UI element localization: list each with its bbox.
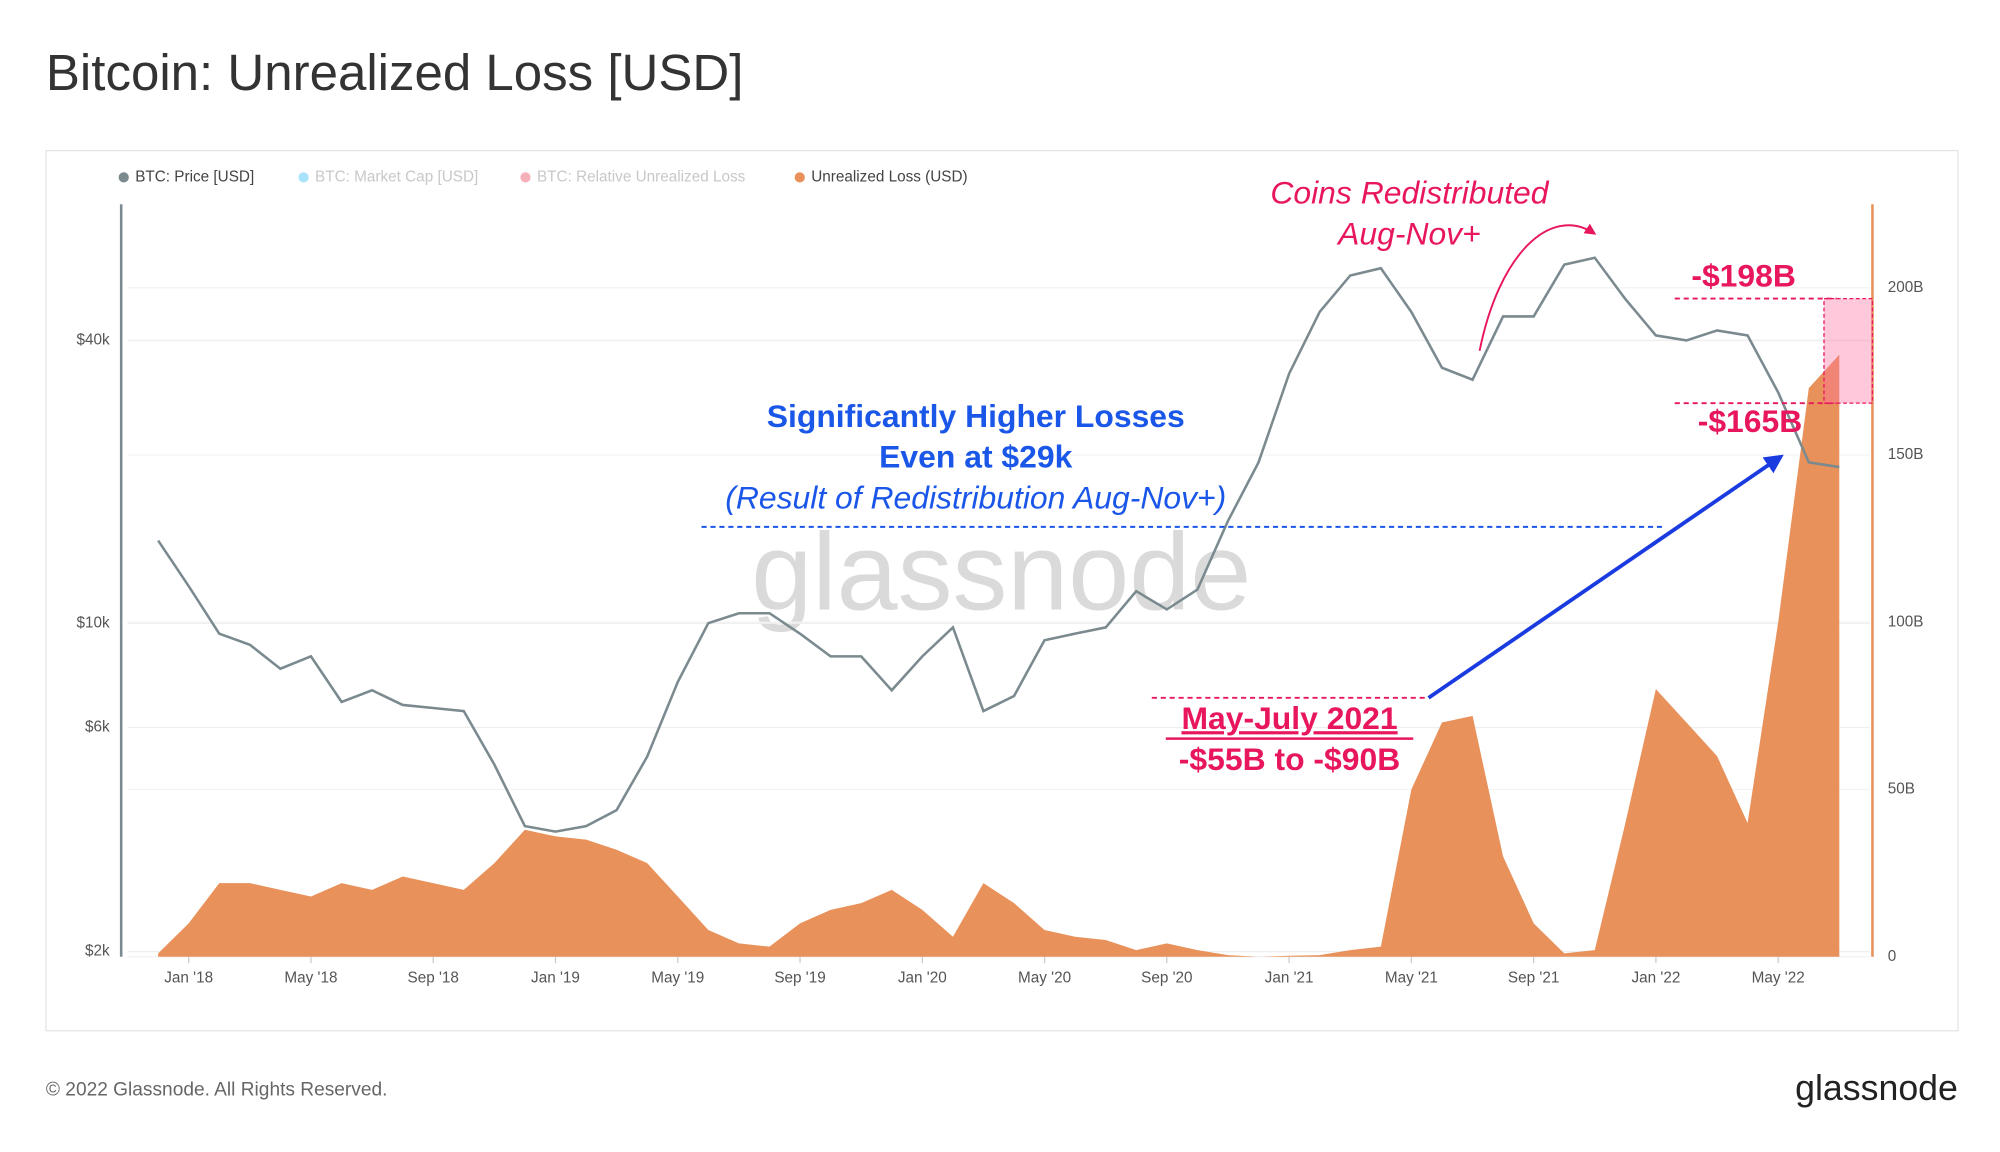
area	[158, 354, 1840, 957]
y2-tick-label: 150B	[1888, 446, 1924, 463]
x-tick-label: Sep '21	[1508, 969, 1559, 986]
x-tick-label: Sep '18	[408, 969, 459, 986]
x-tick-label: May '21	[1385, 969, 1438, 986]
footer: © 2022 Glassnode. All Rights Reserved.	[46, 1080, 388, 1101]
x-tick-label: Jan '18	[164, 969, 213, 986]
x-tick-label: May '22	[1752, 969, 1805, 986]
x-tick-label: Jan '21	[1265, 969, 1314, 986]
y-tick-label: $2k	[85, 943, 110, 960]
legend-label: BTC: Market Cap [USD]	[315, 168, 478, 185]
annotations: Coins Redistributed Aug-Nov+ -$198B -$16…	[701, 175, 1874, 777]
page-title: Bitcoin: Unrealized Loss [USD]	[46, 44, 744, 101]
x-tick-label: Sep '19	[774, 969, 825, 986]
y-tick-label: $10k	[77, 614, 111, 631]
legend-dot	[298, 172, 309, 183]
legend-label: BTC: Relative Unrealized Loss	[537, 168, 746, 185]
plot-area: $2k $6k $10k $40k 0 50B 100B 150B 200B Jan '18 May…	[77, 204, 1924, 986]
legend-label: Unrealized Loss (USD)	[811, 168, 967, 185]
watermark: glassnode	[751, 511, 1251, 633]
y-tick-label: $40k	[77, 331, 111, 348]
x-tick-label: Jan '22	[1631, 969, 1680, 986]
annotation: (Result of Redistribution Aug-Nov+)	[725, 480, 1226, 516]
y2-tick-label: 100B	[1888, 613, 1924, 630]
legend-dot	[520, 172, 531, 183]
annotation: Coins Redistributed	[1270, 175, 1549, 211]
y-tick-label: $6k	[85, 718, 110, 735]
annotation: -$198B	[1691, 258, 1796, 294]
arrow	[1427, 454, 1784, 700]
line	[157, 256, 1840, 833]
annotation: -$55B to -$90B	[1179, 741, 1400, 777]
highlight-box	[1823, 297, 1874, 404]
y2-tick-label: 0	[1888, 948, 1897, 965]
annotation: Even at $29k	[879, 439, 1072, 475]
x-tick-label: May '20	[1018, 969, 1071, 986]
annotation: -$165B	[1698, 403, 1803, 439]
legend-dot	[118, 172, 129, 183]
annotation: Aug-Nov+	[1336, 215, 1481, 251]
x-tick-label: Jan '19	[531, 969, 580, 986]
logo: glassnode	[1795, 1068, 1958, 1108]
arrow	[1478, 223, 1597, 352]
x-tick-label: May '19	[651, 969, 704, 986]
legend-label: BTC: Price [USD]	[135, 168, 254, 185]
x-tick-label: Sep '20	[1141, 969, 1192, 986]
legend-dot	[794, 172, 805, 183]
annotation: May-July 2021	[1181, 700, 1397, 736]
x-tick-label: May '18	[284, 969, 337, 986]
annotation: Significantly Higher Losses	[767, 398, 1185, 434]
x-tick-label: Jan '20	[898, 969, 947, 986]
y2-tick-label: 50B	[1888, 781, 1915, 798]
y2-tick-label: 200B	[1888, 279, 1924, 296]
